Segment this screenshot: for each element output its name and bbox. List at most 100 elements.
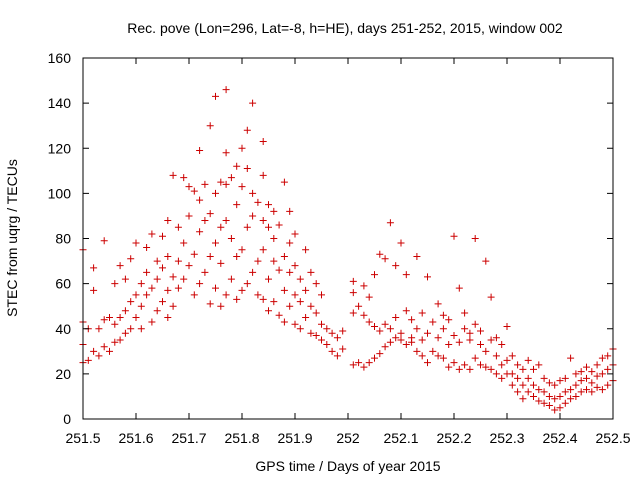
data-point (280, 253, 288, 261)
data-point (333, 352, 341, 360)
data-point (127, 255, 135, 263)
data-point (598, 386, 606, 394)
data-point (604, 365, 612, 373)
data-point (487, 365, 495, 373)
data-point (572, 392, 580, 400)
data-points (79, 86, 617, 414)
data-point (116, 336, 124, 344)
y-tick-label: 160 (48, 50, 72, 66)
data-point (487, 336, 495, 344)
data-point (328, 347, 336, 355)
data-point (286, 239, 294, 247)
data-point (185, 262, 193, 270)
data-point (180, 275, 188, 283)
data-point (386, 338, 394, 346)
data-point (567, 386, 575, 394)
data-point (561, 374, 569, 382)
data-point (312, 309, 320, 317)
data-point (116, 313, 124, 321)
data-point (164, 313, 172, 321)
x-tick-label: 252 (336, 430, 360, 446)
data-point (95, 352, 103, 360)
data-point (302, 286, 310, 294)
data-point (492, 334, 500, 342)
data-point (296, 298, 304, 306)
data-point (413, 253, 421, 261)
data-point (249, 99, 257, 107)
data-point (201, 180, 209, 188)
data-point (296, 275, 304, 283)
data-point (243, 165, 251, 173)
data-point (212, 284, 219, 292)
y-tick-label: 100 (48, 185, 72, 201)
data-point (498, 361, 506, 369)
data-point (482, 363, 490, 371)
data-point (556, 392, 564, 400)
data-point (222, 180, 230, 188)
data-point (291, 320, 299, 328)
data-point (583, 363, 590, 371)
data-point (153, 257, 161, 265)
data-point (583, 386, 590, 394)
data-point (270, 298, 278, 306)
data-point (524, 356, 532, 364)
data-point (249, 268, 257, 276)
data-point (466, 365, 474, 373)
data-point (312, 332, 320, 340)
data-point (593, 361, 601, 369)
data-point (323, 341, 331, 349)
y-axis-label: STEC from uqrg / TECUs (4, 159, 20, 317)
data-point (349, 309, 357, 317)
data-point (598, 354, 606, 362)
data-point (116, 262, 124, 270)
data-point (222, 149, 230, 157)
data-point (100, 316, 108, 324)
data-point (392, 262, 400, 270)
data-point (461, 361, 469, 369)
data-point (174, 257, 182, 265)
data-point (243, 126, 251, 134)
data-point (593, 383, 601, 391)
data-point (137, 302, 145, 310)
data-point (508, 370, 516, 378)
data-point (530, 381, 537, 389)
x-tick-label: 251.8 (224, 430, 259, 446)
data-point (439, 325, 447, 333)
data-point (132, 291, 140, 299)
data-point (201, 216, 209, 224)
data-point (180, 239, 188, 247)
data-point (143, 268, 151, 276)
data-point (233, 253, 241, 261)
data-point (386, 219, 394, 227)
data-point (535, 386, 543, 394)
data-point (174, 223, 182, 231)
data-point (424, 359, 431, 367)
data-point (349, 289, 357, 297)
data-point (530, 392, 537, 400)
data-point (577, 388, 585, 396)
data-point (583, 374, 590, 382)
data-point (450, 232, 458, 240)
data-point (84, 356, 92, 364)
x-tick-label: 252.1 (383, 430, 418, 446)
data-point (121, 307, 129, 315)
data-point (275, 311, 283, 319)
data-point (561, 399, 569, 407)
data-point (535, 397, 543, 405)
x-tick-label: 252.5 (595, 430, 630, 446)
data-point (259, 171, 267, 179)
data-point (90, 347, 98, 355)
data-point (577, 368, 585, 376)
data-point (291, 291, 299, 299)
data-point (339, 345, 347, 353)
data-point (471, 354, 479, 362)
data-point (519, 365, 527, 373)
data-point (106, 313, 113, 321)
data-point (323, 325, 331, 333)
data-point (259, 295, 267, 303)
data-point (551, 381, 559, 389)
data-point (445, 316, 453, 324)
x-tick-label: 251.9 (277, 430, 312, 446)
data-point (477, 361, 484, 369)
data-point (217, 178, 225, 186)
